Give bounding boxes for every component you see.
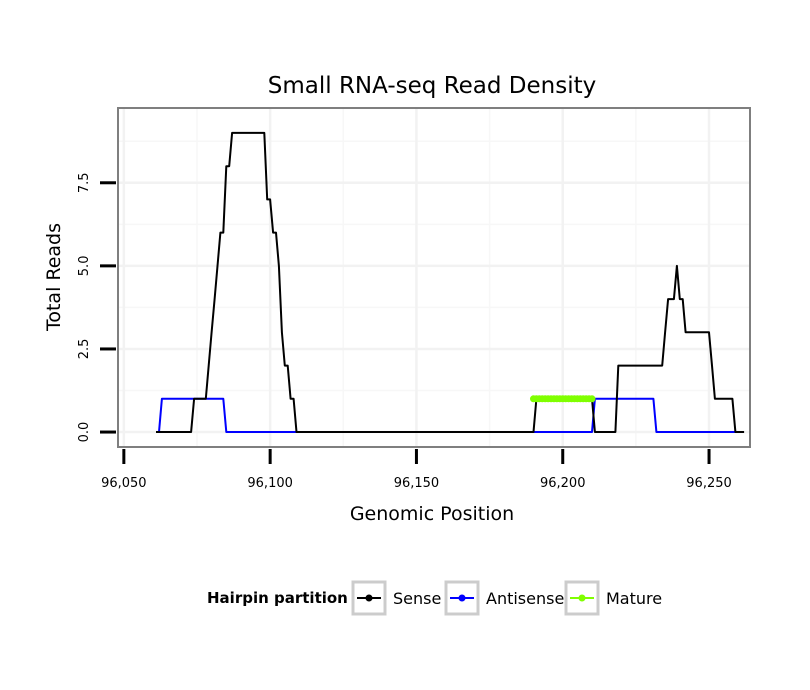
x-tick-label: 96,050 [101, 476, 147, 491]
series-layer [156, 131, 745, 433]
legend-label: Mature [606, 589, 662, 608]
legend-title: Hairpin partition [207, 589, 348, 607]
legend-label: Antisense [486, 589, 564, 608]
x-axis-title: Genomic Position [350, 503, 514, 525]
chart-title: Small RNA-seq Read Density [268, 73, 597, 99]
x-tick-label: 96,200 [540, 476, 586, 491]
legend-key-dot [365, 594, 373, 602]
legend-key-dot [578, 594, 586, 602]
y-tick-label: 7.5 [77, 172, 92, 193]
legend-item-sense: Sense [351, 580, 441, 616]
mature-point [588, 395, 596, 403]
x-tick-label: 96,150 [394, 476, 440, 491]
series-line-sense [156, 131, 745, 433]
y-tick-label: 2.5 [77, 339, 92, 360]
legend-item-mature: Mature [564, 580, 662, 616]
plot-background [118, 108, 750, 447]
x-tick-label: 96,250 [686, 476, 732, 491]
y-tick-label: 5.0 [77, 256, 92, 277]
legend-key-dot [458, 594, 466, 602]
plot-border [117, 107, 751, 448]
y-tick-label: 0.0 [77, 422, 92, 443]
x-axis: 96,050 96,100 96,150 96,200 96,250 [101, 449, 732, 491]
legend-item-antisense: Antisense [444, 580, 564, 616]
legend-label: Sense [393, 589, 441, 608]
y-axis-title: Total Reads [43, 223, 65, 332]
legend-items: Sense Antisense Mature [351, 580, 662, 616]
legend: Hairpin partition Sense Antisense Mature [207, 580, 662, 616]
x-tick-label: 96,100 [247, 476, 293, 491]
y-axis: 0.0 2.5 5.0 7.5 [77, 172, 116, 442]
